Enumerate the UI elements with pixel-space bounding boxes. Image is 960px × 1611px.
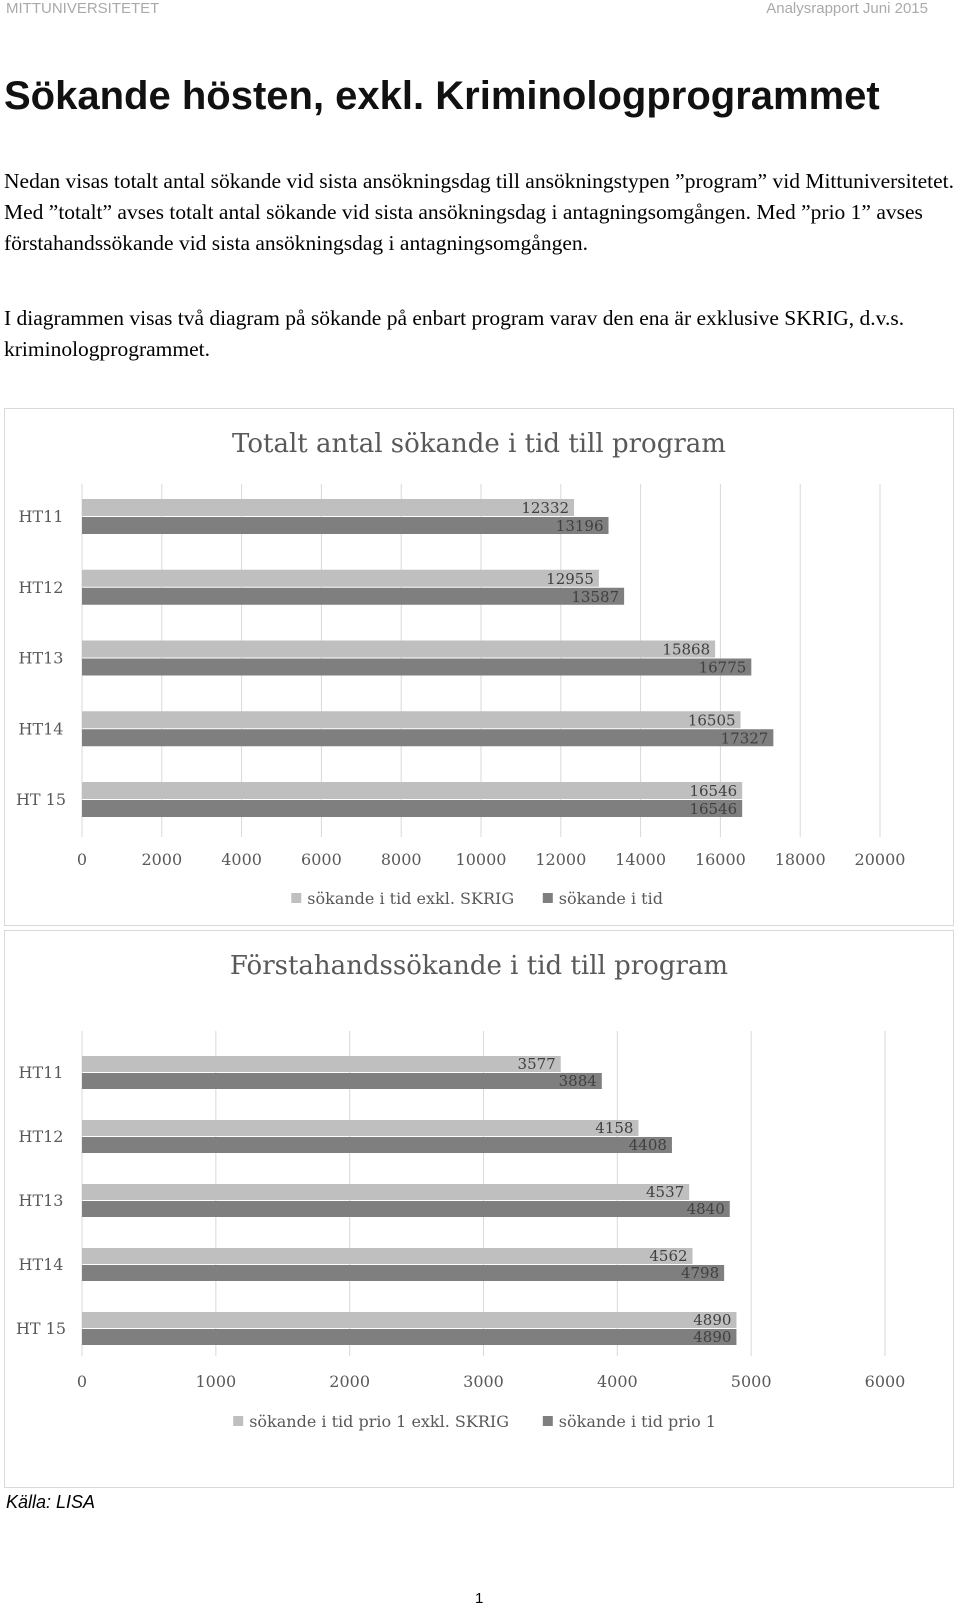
category-label: HT12 bbox=[19, 1127, 64, 1146]
x-tick-label: 20000 bbox=[855, 850, 906, 869]
bar bbox=[82, 1073, 602, 1089]
bar bbox=[82, 640, 716, 658]
category-label: HT 15 bbox=[16, 790, 66, 809]
data-label: 4890 bbox=[693, 1328, 731, 1346]
x-tick-label: 1000 bbox=[195, 1372, 236, 1391]
category-label: HT11 bbox=[19, 507, 64, 526]
data-label: 4537 bbox=[646, 1183, 684, 1201]
bar bbox=[82, 1120, 639, 1136]
x-tick-label: 5000 bbox=[731, 1372, 772, 1391]
x-tick-label: 18000 bbox=[775, 850, 826, 869]
legend-swatch bbox=[542, 1416, 553, 1426]
bar bbox=[82, 517, 609, 534]
legend-swatch bbox=[233, 1416, 244, 1426]
category-label: HT14 bbox=[19, 1255, 64, 1274]
data-label: 17327 bbox=[721, 729, 769, 747]
data-label: 15868 bbox=[662, 641, 710, 659]
x-tick-label: 4000 bbox=[597, 1372, 638, 1391]
bar bbox=[82, 587, 625, 605]
x-tick-label: 14000 bbox=[615, 850, 666, 869]
data-label: 16546 bbox=[689, 782, 737, 800]
bar bbox=[82, 1329, 737, 1345]
x-tick-label: 12000 bbox=[535, 850, 586, 869]
chart-total-applicants-svg: Totalt antal sökande i tid till program 0… bbox=[16, 429, 906, 908]
header-left: MITTUNIVERSITETET bbox=[6, 0, 160, 17]
bar bbox=[82, 800, 743, 817]
data-label: 4840 bbox=[687, 1200, 725, 1218]
chart-first-choice-applicants: Förstahandssökande i tid till program 0 10… bbox=[4, 930, 954, 1488]
data-label: 3577 bbox=[518, 1055, 556, 1073]
legend-label: sökande i tid prio 1 bbox=[559, 1412, 716, 1431]
bar bbox=[82, 729, 774, 747]
x-tick-label: 0 bbox=[77, 850, 87, 869]
page-title: Sökande hösten, exkl. Kriminologprogramm… bbox=[4, 74, 880, 118]
legend-label: sökande i tid bbox=[559, 889, 663, 908]
diagram-description-paragraph: I diagrammen visas två diagram på sökand… bbox=[4, 306, 905, 361]
data-label: 16505 bbox=[688, 711, 736, 729]
x-tick-label: 16000 bbox=[695, 850, 746, 869]
data-label: 3884 bbox=[559, 1072, 597, 1090]
data-label: 12955 bbox=[546, 570, 594, 588]
data-label: 4562 bbox=[649, 1247, 687, 1265]
x-tick-label: 2000 bbox=[141, 850, 182, 869]
legend-label: sökande i tid prio 1 exkl. SKRIG bbox=[249, 1412, 509, 1431]
bar bbox=[82, 1248, 693, 1264]
bar bbox=[82, 1137, 672, 1153]
x-tick-label: 0 bbox=[77, 1372, 87, 1391]
chart-total-applicants: Totalt antal sökande i tid till program 0… bbox=[4, 408, 954, 926]
category-label: HT14 bbox=[19, 719, 64, 738]
category-label: HT13 bbox=[19, 1191, 64, 1210]
data-label: 16775 bbox=[699, 659, 747, 677]
category-label: HT 15 bbox=[16, 1319, 66, 1338]
bar bbox=[82, 569, 599, 587]
category-label: HT12 bbox=[19, 578, 64, 597]
x-tick-label: 2000 bbox=[329, 1372, 370, 1391]
bar bbox=[82, 658, 752, 676]
data-label: 4890 bbox=[693, 1311, 731, 1329]
bar bbox=[82, 499, 575, 516]
source-note: Källa: LISA bbox=[6, 1492, 96, 1512]
page-number: 1 bbox=[475, 1590, 484, 1607]
chart-first-choice-applicants-svg: Förstahandssökande i tid till program 0 10… bbox=[16, 951, 906, 1431]
legend-label: sökande i tid exkl. SKRIG bbox=[307, 889, 514, 908]
chart-title: Förstahandssökande i tid till program bbox=[230, 951, 728, 981]
x-tick-label: 6000 bbox=[301, 850, 342, 869]
x-tick-label: 10000 bbox=[456, 850, 507, 869]
legend-swatch bbox=[291, 893, 302, 903]
x-tick-label: 3000 bbox=[463, 1372, 504, 1391]
bar bbox=[82, 1201, 730, 1217]
header-right: Analysrapport Juni 2015 bbox=[766, 0, 928, 17]
x-tick-label: 4000 bbox=[221, 850, 262, 869]
data-label: 13196 bbox=[556, 517, 604, 535]
chart-title: Totalt antal sökande i tid till program bbox=[232, 429, 726, 459]
data-label: 4408 bbox=[629, 1136, 667, 1154]
category-label: HT13 bbox=[19, 649, 64, 668]
bar bbox=[82, 1184, 690, 1200]
x-tick-label: 8000 bbox=[381, 850, 422, 869]
bar bbox=[82, 782, 743, 799]
data-label: 13587 bbox=[571, 588, 619, 606]
data-label: 4798 bbox=[681, 1264, 719, 1282]
data-label: 12332 bbox=[521, 499, 569, 517]
bar bbox=[82, 1265, 725, 1281]
intro-paragraph: Nedan visas totalt antal sökande vid sis… bbox=[4, 169, 955, 255]
category-label: HT11 bbox=[19, 1063, 64, 1082]
legend-swatch bbox=[542, 893, 553, 903]
bar bbox=[82, 1312, 737, 1328]
data-label: 4158 bbox=[595, 1119, 633, 1137]
bar bbox=[82, 1056, 561, 1072]
data-label: 16546 bbox=[689, 800, 737, 818]
x-tick-label: 6000 bbox=[865, 1372, 906, 1391]
bar bbox=[82, 711, 741, 729]
